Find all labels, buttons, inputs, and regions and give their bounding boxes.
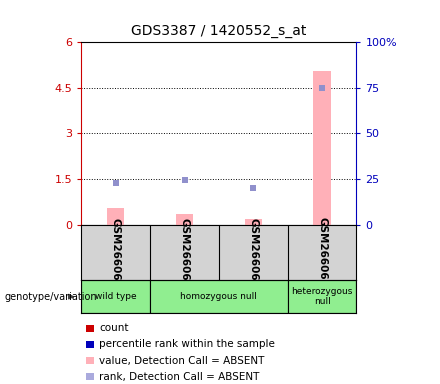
Text: homozygous null: homozygous null	[180, 292, 257, 301]
Text: GSM266063: GSM266063	[111, 218, 121, 287]
Text: genotype/variation: genotype/variation	[4, 291, 97, 302]
Text: percentile rank within the sample: percentile rank within the sample	[99, 339, 275, 349]
Text: heterozygous
null: heterozygous null	[291, 287, 353, 306]
Bar	[176, 214, 193, 225]
Text: count: count	[99, 323, 128, 333]
Bar	[81, 280, 150, 313]
Bar	[313, 71, 330, 225]
Bar	[107, 208, 125, 225]
Text: GSM266061: GSM266061	[180, 218, 190, 287]
Bar	[288, 280, 356, 313]
Text: wild type: wild type	[95, 292, 136, 301]
Title: GDS3387 / 1420552_s_at: GDS3387 / 1420552_s_at	[131, 25, 307, 38]
Text: value, Detection Call = ABSENT: value, Detection Call = ABSENT	[99, 356, 264, 366]
Text: GSM266064: GSM266064	[317, 217, 327, 288]
Bar	[245, 219, 262, 225]
Text: GSM266062: GSM266062	[248, 218, 258, 287]
Bar	[150, 280, 288, 313]
Text: rank, Detection Call = ABSENT: rank, Detection Call = ABSENT	[99, 372, 259, 382]
